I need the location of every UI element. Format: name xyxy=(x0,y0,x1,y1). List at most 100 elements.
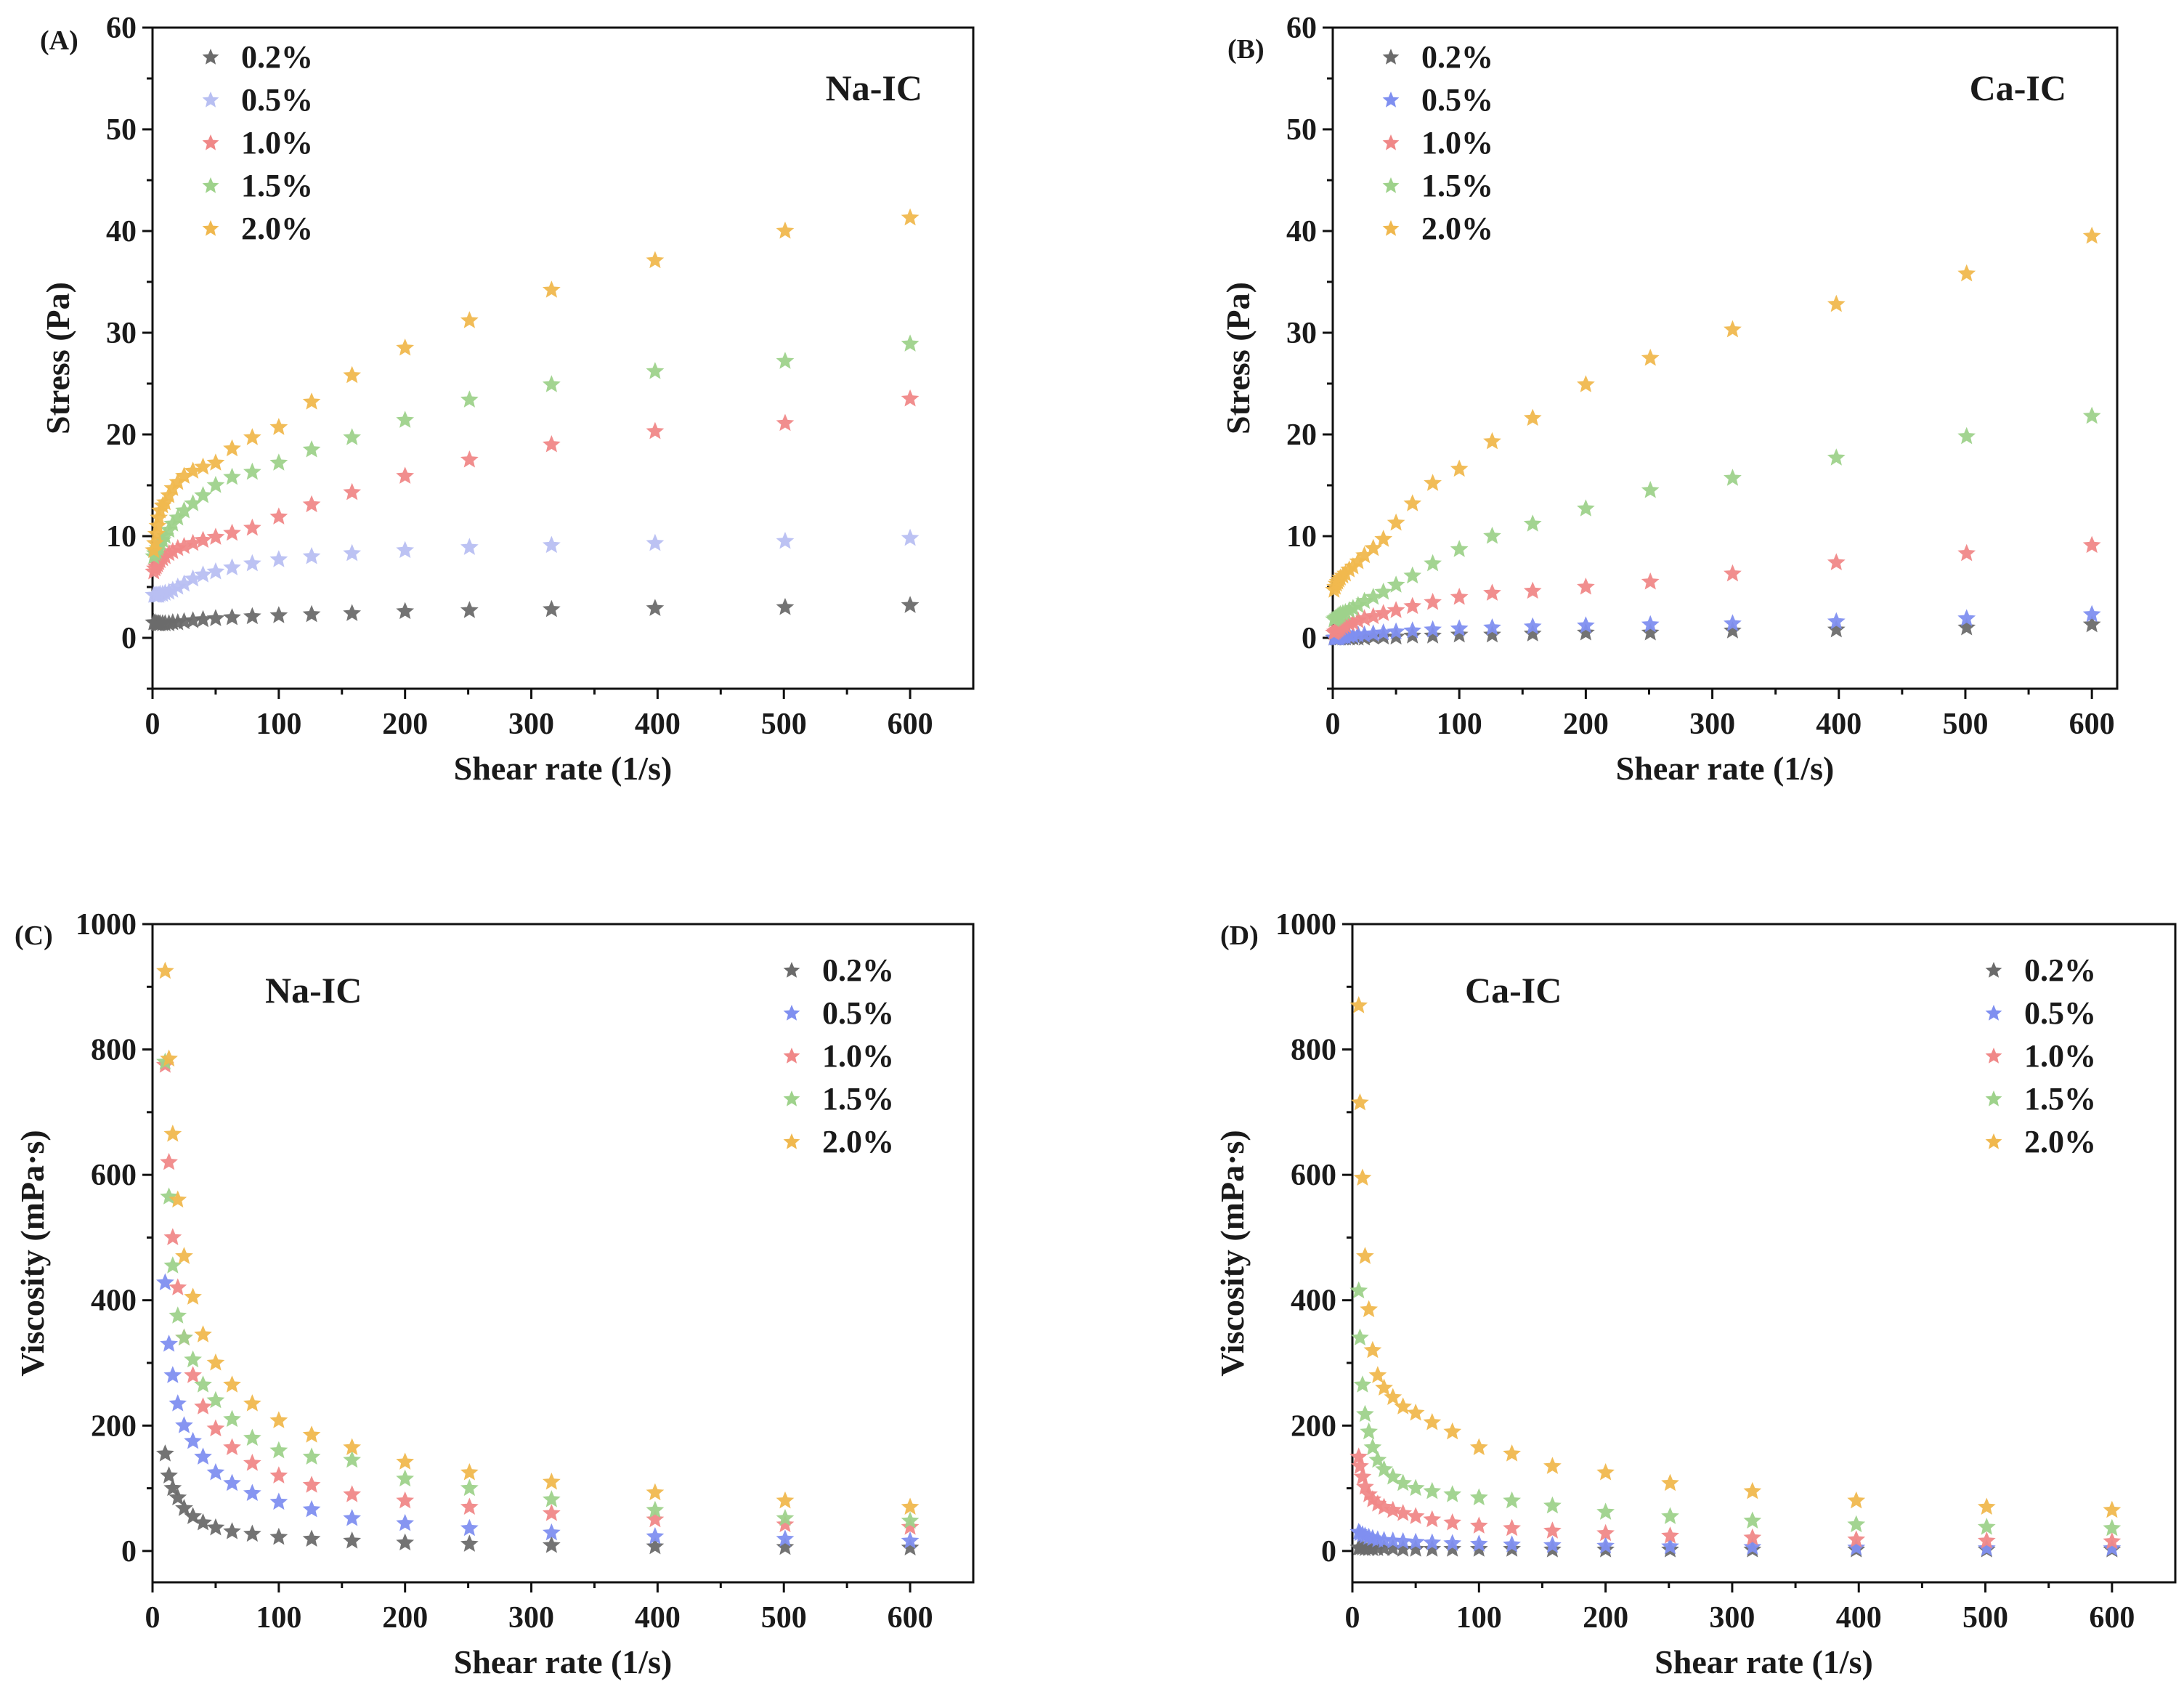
data-point xyxy=(1641,349,1660,366)
data-point xyxy=(901,1531,920,1549)
data-point xyxy=(2103,1518,2122,1537)
data-point xyxy=(223,439,241,457)
data-markers xyxy=(1325,227,2101,646)
legend-marker xyxy=(202,177,219,193)
data-point xyxy=(194,486,212,503)
y-tick-label: 20 xyxy=(106,418,137,452)
legend-label: 0.5% xyxy=(822,995,894,1031)
data-point xyxy=(542,375,561,392)
data-point xyxy=(163,1125,182,1142)
data-point xyxy=(1344,613,1363,631)
data-point xyxy=(396,1491,415,1509)
data-point xyxy=(1596,1502,1615,1520)
data-point xyxy=(156,961,174,979)
data-point xyxy=(223,1522,241,1539)
data-point xyxy=(2082,406,2101,424)
data-point xyxy=(243,462,261,480)
y-tick-label: 0 xyxy=(121,622,137,655)
data-point xyxy=(1364,588,1383,605)
data-point xyxy=(343,1508,362,1526)
data-point xyxy=(163,1366,182,1383)
legend-label: 0.2% xyxy=(2024,952,2096,988)
data-point xyxy=(542,1536,561,1553)
data-point xyxy=(776,598,795,615)
panel-label: (D) xyxy=(1220,920,1259,951)
data-point xyxy=(1743,1537,1762,1555)
data-point xyxy=(223,1438,241,1455)
data-point xyxy=(243,1394,261,1412)
data-point xyxy=(1374,623,1393,641)
data-point xyxy=(1356,1247,1374,1264)
plot-frame xyxy=(151,923,975,1584)
data-point xyxy=(1483,432,1501,450)
data-point xyxy=(460,1518,479,1537)
data-point xyxy=(1423,1481,1442,1499)
data-point xyxy=(646,251,665,269)
data-point xyxy=(269,606,288,623)
data-point xyxy=(1503,1444,1521,1462)
legend-marker xyxy=(783,1133,800,1149)
y-tick-label: 0 xyxy=(1321,1535,1336,1569)
data-point xyxy=(269,1441,288,1459)
legend-label: 1.0% xyxy=(241,125,313,161)
data-point xyxy=(269,453,288,471)
y-tick-label: 1000 xyxy=(76,908,137,942)
data-point xyxy=(184,1366,202,1383)
data-point xyxy=(1351,1093,1369,1111)
data-point xyxy=(269,1466,288,1484)
data-point xyxy=(146,533,164,551)
data-point xyxy=(269,507,288,525)
y-axis-title: Viscosity (mPa·s) xyxy=(14,1130,51,1376)
data-point xyxy=(175,501,193,519)
x-tick-label: 600 xyxy=(888,1601,933,1635)
panel-label: (A) xyxy=(40,25,78,56)
data-point xyxy=(1403,566,1422,584)
data-point xyxy=(1661,1526,1679,1544)
data-point xyxy=(646,1527,665,1545)
data-point xyxy=(1423,1510,1442,1528)
plot-frame xyxy=(151,26,975,690)
data-point xyxy=(1360,1422,1379,1440)
data-point xyxy=(1443,1422,1462,1440)
data-point xyxy=(1406,1404,1425,1421)
legend-marker xyxy=(1382,134,1400,150)
x-axis-title: Shear rate (1/s) xyxy=(1616,750,1835,787)
data-point xyxy=(1387,601,1405,618)
data-point xyxy=(175,1499,193,1516)
legend: 0.2% 0.5% 1.0% 1.5% 2.0% xyxy=(783,952,894,1159)
y-tick-label: 400 xyxy=(91,1284,137,1318)
data-point xyxy=(1349,596,1368,613)
data-point xyxy=(223,1375,241,1393)
data-point xyxy=(163,514,182,532)
data-point xyxy=(1384,1500,1402,1518)
data-point xyxy=(223,608,241,626)
y-axis-title: Stress (Pa) xyxy=(39,282,76,434)
data-point xyxy=(1577,499,1595,517)
data-point xyxy=(901,1511,920,1529)
data-point xyxy=(1977,1539,1996,1556)
x-tick-label: 100 xyxy=(1456,1601,1502,1635)
data-point xyxy=(169,538,187,556)
data-point xyxy=(1403,621,1422,639)
legend-marker xyxy=(1985,1048,2002,1064)
data-point xyxy=(646,1483,665,1501)
data-point xyxy=(1424,554,1442,572)
data-point xyxy=(184,1287,202,1305)
data-point xyxy=(646,362,665,379)
x-tick-label: 300 xyxy=(1689,708,1735,741)
data-point xyxy=(1424,620,1442,638)
x-tick-label: 200 xyxy=(382,1601,428,1635)
x-tick-label: 600 xyxy=(2089,1601,2135,1635)
data-point xyxy=(1724,614,1742,631)
data-point xyxy=(1523,408,1542,426)
data-point xyxy=(1387,622,1405,640)
data-point xyxy=(160,1049,178,1067)
x-tick-label: 500 xyxy=(1942,708,1988,741)
chart-panel-d: 0 100 200 300 400 500 600 0 200 400 600 800 1000 (D) S… xyxy=(1214,908,2177,1680)
data-point xyxy=(1847,1538,1866,1556)
data-point xyxy=(1406,1539,1425,1557)
data-point xyxy=(169,1306,187,1324)
data-point xyxy=(1423,1533,1442,1551)
data-point xyxy=(1596,1536,1615,1554)
data-point xyxy=(269,1492,288,1510)
